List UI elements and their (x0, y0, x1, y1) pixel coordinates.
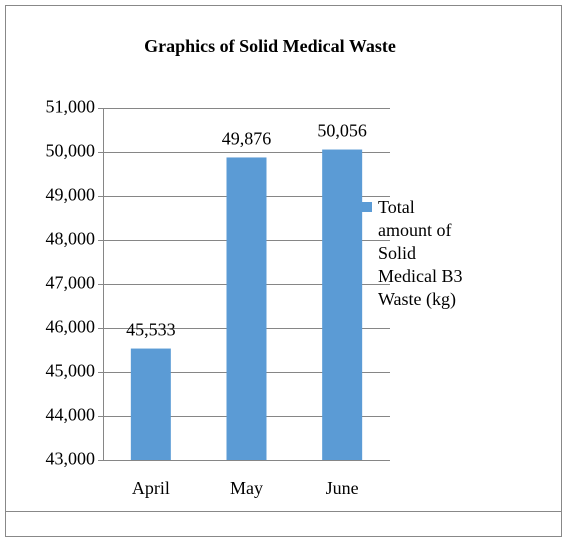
data-label: 49,876 (222, 129, 272, 149)
y-tick-label: 49,000 (46, 185, 96, 205)
bar (322, 149, 363, 460)
x-tick-label: April (132, 478, 170, 498)
y-tick-label: 47,000 (46, 273, 96, 293)
x-tick-label: May (230, 478, 263, 498)
y-tick-label: 46,000 (46, 317, 96, 337)
y-tick-label: 43,000 (46, 449, 96, 469)
bar (226, 157, 267, 460)
data-label: 50,056 (317, 121, 367, 141)
y-tick-label: 44,000 (46, 405, 96, 425)
legend-label: Total amount of Solid Medical B3 Waste (… (378, 197, 463, 309)
y-tick-label: 48,000 (46, 229, 96, 249)
data-label: 45,533 (126, 320, 176, 340)
bar (130, 348, 171, 460)
chart-border (5, 5, 562, 537)
y-tick-label: 45,000 (46, 361, 96, 381)
chart-title: Graphics of Solid Medical Waste (144, 36, 396, 56)
legend-swatch (362, 202, 372, 212)
y-tick-label: 51,000 (46, 97, 96, 117)
y-tick-label: 50,000 (46, 141, 96, 161)
x-tick-label: June (326, 478, 359, 498)
